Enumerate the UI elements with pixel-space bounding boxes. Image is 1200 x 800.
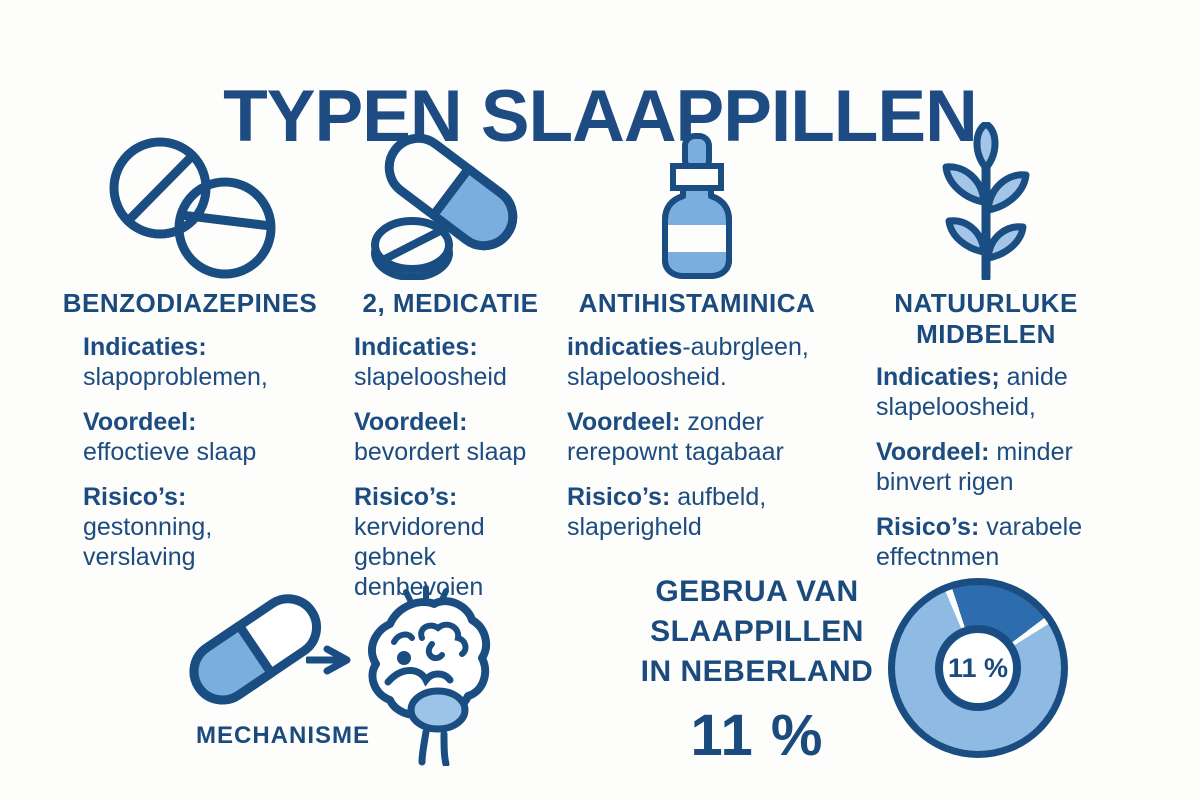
info-section-label-line: Indicaties: <box>83 332 207 361</box>
info-section: Voordeel: minder binvert rigen <box>876 437 1132 497</box>
dropper-bottle-icon <box>658 132 736 280</box>
info-section-label-line: Risico’s: <box>354 482 458 511</box>
column-header: ANTIHISTAMINICA <box>553 288 841 319</box>
column-header: NATUURLUKE MIDBELEN <box>840 288 1132 349</box>
info-section: Voordeel: zonder rerepownt tagabaar <box>567 407 841 467</box>
info-section-label-line: Voordeel: <box>354 407 468 436</box>
info-section-label-line: Risico’s: varabele <box>876 513 1083 542</box>
info-section-text-line: rerepownt tagabaar <box>567 437 784 466</box>
column-icon-box <box>40 130 340 280</box>
info-section-text-line: slapeloosheid, <box>876 393 1036 422</box>
info-section-label-line: Indicaties; anide <box>876 363 1068 392</box>
info-section-label-line: Risico’s: <box>83 482 187 511</box>
donut-chart: 11 % <box>888 578 1068 758</box>
column-icon-box <box>553 130 841 280</box>
info-section: Risico’s: aufbeld, slaperigheld <box>567 482 841 542</box>
column-icon-box <box>338 130 563 280</box>
column-benzodiazepines: BENZODIAZEPINES Indicaties: slapoprobleme… <box>40 130 340 587</box>
info-section-text-line: gebnek <box>354 542 437 571</box>
column-natuurluke-midbelen: NATUURLUKE MIDBELEN Indicaties; anide slap… <box>840 122 1132 587</box>
mechanism-label: MECHANISME <box>195 722 370 749</box>
column-body: Indicaties: slapeloosheid Voordeel: bevorde… <box>338 332 563 602</box>
column-header-line: 2, MEDICATIE <box>362 288 539 318</box>
column-body: indicaties-aubrgleen, slapeloosheid. Voord… <box>553 332 841 542</box>
info-section: Voordeel: effoctieve slaap <box>83 407 340 467</box>
info-section-label-line: Voordeel: minder <box>876 438 1073 467</box>
usage-heading-line: SLAAPPILLEN <box>650 614 864 648</box>
info-section-label-line: indicaties-aubrgleen, <box>567 332 809 361</box>
info-section: Risico’s: kervidorend gebnek denbevoien <box>354 482 563 602</box>
info-section: indicaties-aubrgleen, slapeloosheid. <box>567 332 841 392</box>
info-section: Risico’s: varabele effectnmen <box>876 512 1132 572</box>
column-header: BENZODIAZEPINES <box>40 288 340 319</box>
column-2-medicatie: 2, MEDICATIE Indicaties: slapeloosheid Voo… <box>338 130 563 617</box>
tablets-icon <box>85 130 295 280</box>
usage-heading-line: IN NEBERLAND <box>640 654 874 688</box>
info-section-text-line: bevordert slaap <box>354 437 527 466</box>
info-section: Risico’s: gestonning, verslaving <box>83 482 340 572</box>
column-header-line: NATUURLUKE <box>894 288 1078 318</box>
column-body: Indicaties: slapoproblemen, Voordeel: effoc… <box>40 332 340 572</box>
info-section-text-line: effectnmen <box>876 543 1000 572</box>
column-header-line: MIDBELEN <box>916 318 1056 349</box>
info-section-label-line: Voordeel: <box>83 407 197 436</box>
info-section-text-line: effoctieve slaap <box>83 437 257 466</box>
info-section-text-line: binvert rigen <box>876 468 1014 497</box>
info-section-text-line: slapeloosheid <box>354 362 507 391</box>
column-header-line: ANTIHISTAMINICA <box>578 288 816 318</box>
page-title: TYPEN SLAAPPILLEN <box>223 75 978 157</box>
donut-center: 11 % <box>935 625 1021 711</box>
info-section-text-line: slapeloosheid. <box>567 362 727 391</box>
column-header-line: BENZODIAZEPINES <box>62 288 318 318</box>
info-section-text-line: kervidorend <box>354 512 485 541</box>
info-section-text-line: slapoproblemen, <box>83 362 268 391</box>
info-section-text-line: denbevoien <box>354 572 484 601</box>
info-section-label-line: Indicaties: <box>354 332 478 361</box>
info-section-label-line: Voordeel: zonder <box>567 407 764 436</box>
info-section: Indicaties; anide slapeloosheid, <box>876 362 1132 422</box>
brain-icon <box>360 584 492 766</box>
column-body: Indicaties; anide slapeloosheid, Voordeel:… <box>840 362 1132 572</box>
usage-heading-line: GEBRUA VAN <box>655 575 859 608</box>
info-section: Indicaties: slapeloosheid <box>354 332 563 392</box>
usage-block: GEBRUA VAN SLAAPPILLEN IN NEBERLAND 11 % <box>612 572 902 769</box>
donut-center-label: 11 % <box>947 652 1009 683</box>
info-section-label-line: Risico’s: aufbeld, <box>567 482 767 511</box>
column-icon-box <box>840 122 1132 280</box>
info-section-text-line: gestonning, <box>83 512 213 541</box>
arrow-right-icon <box>306 644 354 676</box>
info-section: Indicaties: slapoproblemen, <box>83 332 340 392</box>
column-antihistaminica: ANTIHISTAMINICA indicaties-aubrgleen, sla… <box>553 130 841 557</box>
info-section: Voordeel: bevordert slaap <box>354 407 563 467</box>
plant-icon <box>926 122 1046 280</box>
column-header: 2, MEDICATIE <box>338 288 563 319</box>
info-section-text-line: slaperigheld <box>567 512 702 541</box>
info-section-text-line: verslaving <box>83 542 196 571</box>
usage-percentage: 11 % <box>690 702 824 768</box>
capsule-pill-icon <box>370 132 532 280</box>
capsule-icon <box>180 592 330 710</box>
